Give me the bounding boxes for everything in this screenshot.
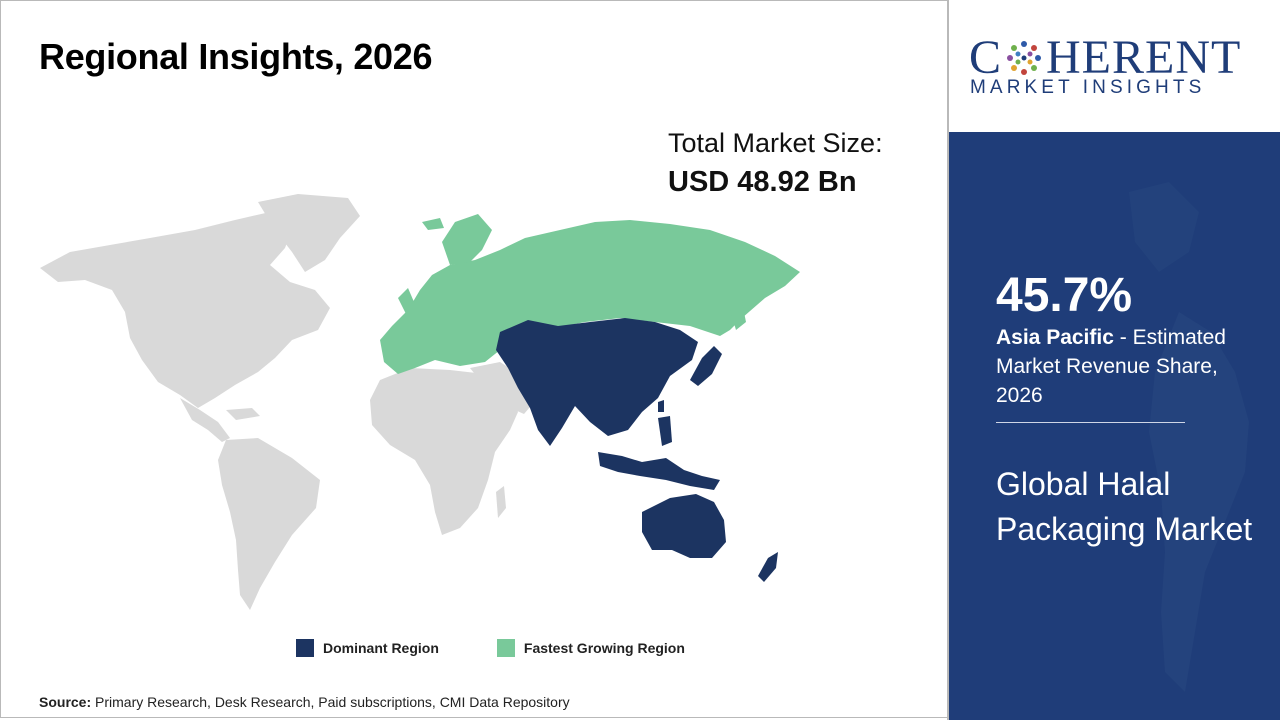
map-taiwan — [658, 400, 664, 412]
legend-swatch-fastest — [496, 639, 515, 657]
map-japan — [690, 346, 722, 386]
map-new-zealand — [758, 552, 778, 582]
share-description-text: - Estimated Market Revenue Share, 2026 — [996, 326, 1226, 407]
map-scandinavia — [442, 214, 492, 265]
panel-divider — [996, 422, 1185, 423]
source-prefix: Source: — [39, 694, 92, 710]
market-name: Global Halal Packaging Market — [996, 466, 1253, 547]
legend-swatch-dominant — [296, 639, 314, 657]
map-greenland — [258, 194, 360, 272]
logo-wordmark: C HERENT — [969, 30, 1241, 85]
share-stat: 45.7% — [996, 269, 1133, 322]
market-size-value: USD 48.92 Bn — [668, 166, 857, 198]
map-asia-pacific — [496, 318, 698, 446]
legend-item-dominant: Dominant Region — [296, 639, 439, 657]
panel-map-texture — [1129, 182, 1249, 692]
map-philippines — [658, 416, 672, 446]
source-note: Source: Primary Research, Desk Research,… — [39, 694, 570, 710]
logo-tagline: MARKET INSIGHTS — [970, 77, 1206, 98]
summary-sidebar: C HERENT MARKET INSIGHTS — [949, 0, 1280, 720]
map-kamchatka — [730, 302, 746, 330]
map-central-america — [180, 398, 230, 442]
legend-label-dominant: Dominant Region — [323, 640, 439, 656]
world-map — [40, 194, 800, 610]
page-title: Regional Insights, 2026 — [39, 36, 433, 77]
map-australia — [642, 494, 726, 558]
map-caribbean — [226, 408, 260, 420]
map-uk — [398, 288, 414, 314]
map-africa — [370, 368, 518, 535]
map-legend: Dominant Region Fastest Growing Region — [296, 638, 743, 658]
map-iceland — [422, 218, 444, 230]
market-size-label: Total Market Size: — [668, 128, 883, 158]
legend-item-fastest: Fastest Growing Region — [496, 639, 685, 657]
share-description: Asia Pacific - Estimated Market Revenue … — [996, 323, 1256, 410]
logo-o-dots-icon — [1007, 40, 1042, 75]
map-southeast-asia-islands — [598, 452, 720, 490]
map-south-america — [218, 438, 320, 610]
logo-letter-c: C — [969, 31, 1003, 84]
map-madagascar — [496, 486, 506, 518]
logo: C HERENT MARKET INSIGHTS — [949, 0, 1280, 132]
logo-letters-herent: HERENT — [1046, 31, 1242, 84]
regional-insights-section: Regional Insights, 2026 Total Market Siz… — [39, 0, 949, 720]
map-europe-russia — [380, 220, 800, 374]
share-region: Asia Pacific — [996, 326, 1114, 349]
source-text: Primary Research, Desk Research, Paid su… — [95, 694, 570, 710]
highlight-panel: 45.7% Asia Pacific - Estimated Market Re… — [949, 132, 1280, 720]
legend-label-fastest: Fastest Growing Region — [523, 640, 685, 656]
map-north-america — [40, 212, 330, 408]
